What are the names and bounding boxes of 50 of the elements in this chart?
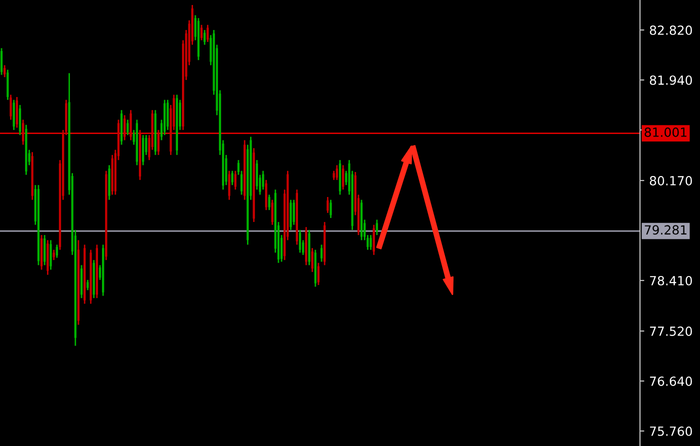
candlestick	[234, 170, 236, 190]
candlestick	[256, 159, 258, 190]
candlestick	[10, 94, 12, 120]
candlestick	[126, 119, 129, 136]
candlestick	[317, 262, 320, 286]
candlestick	[271, 199, 274, 226]
ref-line-label: 81.001	[644, 127, 686, 137]
candlestick	[204, 29, 206, 46]
candlestick	[18, 104, 22, 136]
candlestick	[0, 47, 3, 76]
candlestick	[206, 24, 209, 43]
candlestick	[330, 199, 332, 219]
candlestick	[292, 199, 295, 226]
candlestick	[342, 164, 344, 190]
candlestick	[231, 170, 234, 186]
candlestick	[56, 244, 58, 258]
candlestick	[22, 119, 24, 146]
candlestick	[44, 234, 46, 266]
y-tick-label: 80.170	[650, 176, 692, 186]
y-tick-label: 82.820	[650, 25, 692, 35]
candlestick	[12, 99, 15, 131]
candlestick	[268, 194, 270, 211]
y-tick-label: 76.640	[650, 376, 692, 386]
ref-line-label: 79.281	[644, 225, 686, 235]
candlestick	[370, 234, 372, 251]
candlestick	[4, 64, 6, 78]
candlestick	[200, 24, 203, 41]
candlestick	[336, 164, 338, 181]
candlestick	[86, 279, 89, 291]
candlestick	[52, 249, 55, 261]
y-tick-label: 78.410	[650, 276, 692, 286]
candlestick	[311, 247, 314, 273]
candlestick	[142, 134, 144, 166]
candlestick	[228, 170, 230, 201]
candlestick	[262, 170, 264, 190]
candlestick	[320, 244, 323, 262]
y-tick-label: 81.940	[650, 75, 692, 85]
candlestick	[265, 179, 268, 211]
y-tick-label: 77.520	[650, 326, 692, 336]
y-tick-label: 75.760	[650, 426, 692, 436]
candlestick	[326, 196, 329, 214]
candlestick	[157, 129, 160, 156]
candlestick	[124, 114, 126, 141]
candlestick	[16, 96, 18, 128]
candlestick	[376, 219, 378, 236]
candlestick	[130, 109, 132, 141]
candlestick	[50, 239, 52, 270]
candlestick	[166, 99, 169, 131]
candlestick	[372, 224, 375, 256]
candlestick	[298, 229, 302, 254]
